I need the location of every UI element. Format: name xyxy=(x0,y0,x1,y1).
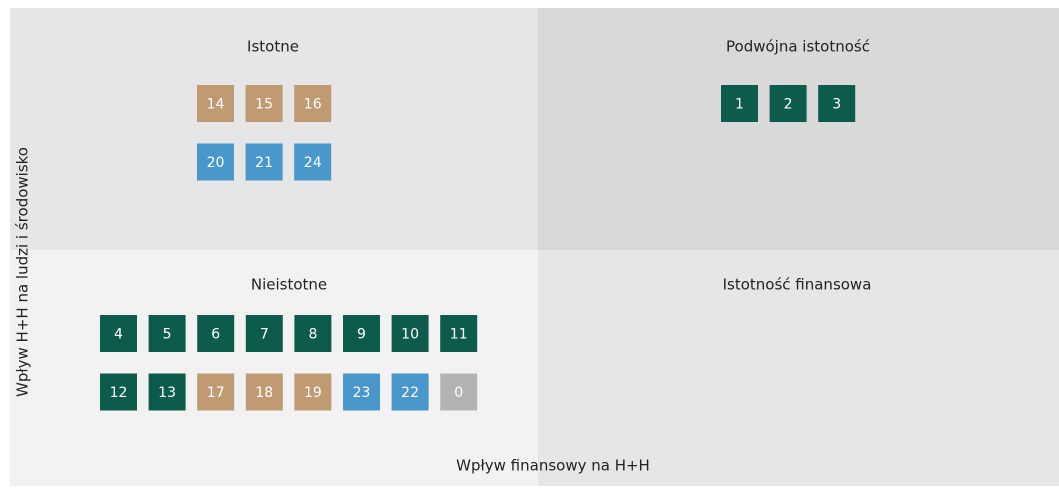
topic-tile xyxy=(294,143,332,181)
quadrant-title: Istotność finansowa xyxy=(723,276,872,294)
topic-tile xyxy=(391,315,429,352)
topic-tile xyxy=(440,315,478,352)
topic-number: 0 xyxy=(454,385,463,401)
quadrant-title: Istotne xyxy=(247,38,299,56)
topic-number: 21 xyxy=(255,155,273,171)
y-axis-label: Wpływ H+H na ludzi i środowisko xyxy=(14,147,32,397)
topic-tile xyxy=(100,315,137,352)
topic-number: 4 xyxy=(114,327,123,343)
topic-number: 17 xyxy=(207,385,225,401)
quadrant-title: Podwójna istotność xyxy=(726,38,870,56)
topic-tile xyxy=(245,85,283,122)
topic-tile xyxy=(100,373,137,411)
topic-tile xyxy=(343,373,380,411)
x-axis-label: Wpływ finansowy na H+H xyxy=(456,457,650,475)
topic-number: 23 xyxy=(353,385,371,401)
topic-number: 6 xyxy=(211,327,220,343)
topic-tile xyxy=(721,85,758,122)
quadrant-bg xyxy=(538,8,1059,250)
topic-tile xyxy=(294,315,332,352)
topic-number: 24 xyxy=(304,155,322,171)
topic-number: 1 xyxy=(735,97,744,113)
topic-number: 18 xyxy=(255,385,273,401)
topic-number: 20 xyxy=(207,155,225,171)
topic-number: 5 xyxy=(163,327,172,343)
topic-number: 8 xyxy=(308,327,317,343)
quadrant-bg xyxy=(538,250,1059,486)
topic-tile xyxy=(440,373,478,411)
topic-tile xyxy=(818,85,856,122)
topic-tile xyxy=(197,143,234,181)
topic-tile xyxy=(148,373,186,411)
topic-number: 11 xyxy=(450,327,468,343)
topic-tile xyxy=(294,85,332,122)
topic-tile xyxy=(245,373,283,411)
quadrant-bg xyxy=(10,8,538,250)
topic-number: 7 xyxy=(260,327,269,343)
topic-number: 2 xyxy=(784,97,793,113)
topic-number: 9 xyxy=(357,327,366,343)
topic-number: 19 xyxy=(304,385,322,401)
topic-tile xyxy=(391,373,429,411)
topic-tile xyxy=(197,315,235,352)
topic-number: 12 xyxy=(110,385,128,401)
topic-number: 15 xyxy=(255,97,273,113)
topic-number: 10 xyxy=(401,327,419,343)
quadrant-title: Nieistotne xyxy=(251,276,327,294)
topic-tile xyxy=(197,85,234,122)
topic-number: 16 xyxy=(304,97,322,113)
topic-tile xyxy=(148,315,186,352)
topic-number: 13 xyxy=(158,385,176,401)
topic-number: 22 xyxy=(401,385,419,401)
topic-tile xyxy=(343,315,380,352)
topic-number: 3 xyxy=(832,97,841,113)
quadrant-bg xyxy=(10,250,538,486)
topic-tile xyxy=(245,143,283,181)
topic-tile xyxy=(197,373,235,411)
topic-tile xyxy=(294,373,332,411)
topic-number: 14 xyxy=(207,97,225,113)
topic-tile xyxy=(769,85,807,122)
topic-tile xyxy=(245,315,283,352)
